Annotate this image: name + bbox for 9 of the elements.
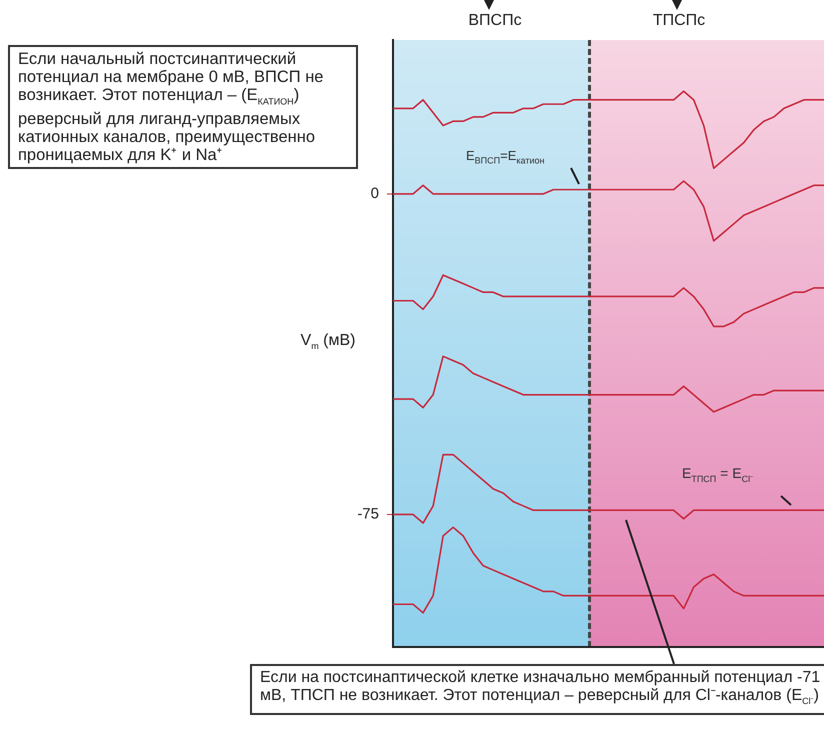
y-tick-label: -75 bbox=[357, 506, 379, 523]
annotation: E$_{ВПСП}$=E$_{катион}$ bbox=[466, 147, 546, 168]
annotation: E$_{ТПСП}$ = E$_{Cl⁻}$ bbox=[682, 464, 754, 486]
text: Если начальный постсинаптический потенциал на мембране 0 мВ, ВПСП не возникает. Этот потенциал – (E$_{КАТИОН}$) реверсный для лиганд-управляемых катионных каналов, преимущественно проницаемых для K⁺ и Na⁺ bbox=[8, 45, 358, 170]
text: ВПСПс bbox=[467, 12, 523, 30]
text: ТПСПс bbox=[652, 12, 706, 30]
text: Если на постсинаптической клетке изначально мембранный потенциал -71 мВ, ТПСП не возникает. Этот потенциал – реверсный для Cl⁻-каналов (E$_{Cl⁻}$) bbox=[250, 664, 824, 716]
y-axis-title: V$_{m}$ (мВ) bbox=[300, 332, 356, 354]
y-tick-label: 0 bbox=[370, 185, 379, 202]
